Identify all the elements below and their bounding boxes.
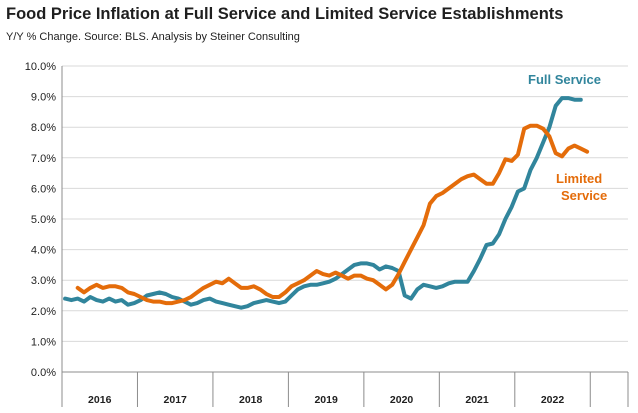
y-tick-label: 7.0% [31, 153, 56, 165]
y-tick-label: 2.0% [31, 306, 56, 318]
x-axis-tick-labels: 2016 2017 2018 2019 2020 2021 2022 [88, 394, 564, 406]
y-tick-label: 6.0% [31, 183, 56, 195]
x-tick-label: 2021 [465, 394, 489, 406]
gridlines [62, 65, 628, 373]
x-tick-label: 2022 [541, 394, 565, 406]
axes [61, 66, 629, 407]
chart-subtitle: Y/Y % Change. Source: BLS. Analysis by S… [6, 31, 300, 43]
annotation-full-service: Full Service [528, 72, 601, 87]
x-tick-label: 2019 [314, 394, 338, 406]
x-tick-label: 2017 [164, 394, 188, 406]
y-tick-label: 1.0% [31, 336, 56, 348]
y-tick-label: 3.0% [31, 275, 56, 287]
series-line-limited-service [75, 123, 590, 306]
x-tick-label: 2018 [239, 394, 263, 406]
chart-title: Food Price Inflation at Full Service and… [6, 5, 564, 23]
series-lines [63, 96, 590, 310]
annotation-limited-service-line2: Service [561, 188, 607, 203]
y-tick-label: 9.0% [31, 92, 56, 104]
x-tick-label: 2020 [390, 394, 414, 406]
annotation-limited-service-line1: Limited [556, 171, 602, 186]
y-tick-label: 5.0% [31, 214, 56, 226]
series-line-full-service [63, 96, 583, 310]
y-tick-label: 0.0% [31, 367, 56, 379]
y-tick-label: 10.0% [25, 61, 56, 73]
y-tick-label: 8.0% [31, 122, 56, 134]
y-tick-label: 4.0% [31, 245, 56, 257]
x-tick-label: 2016 [88, 394, 112, 406]
y-axis-tick-labels: 0.0% 1.0% 2.0% 3.0% 4.0% 5.0% 6.0% 7.0% 8.0% 9.0%… [25, 61, 56, 379]
